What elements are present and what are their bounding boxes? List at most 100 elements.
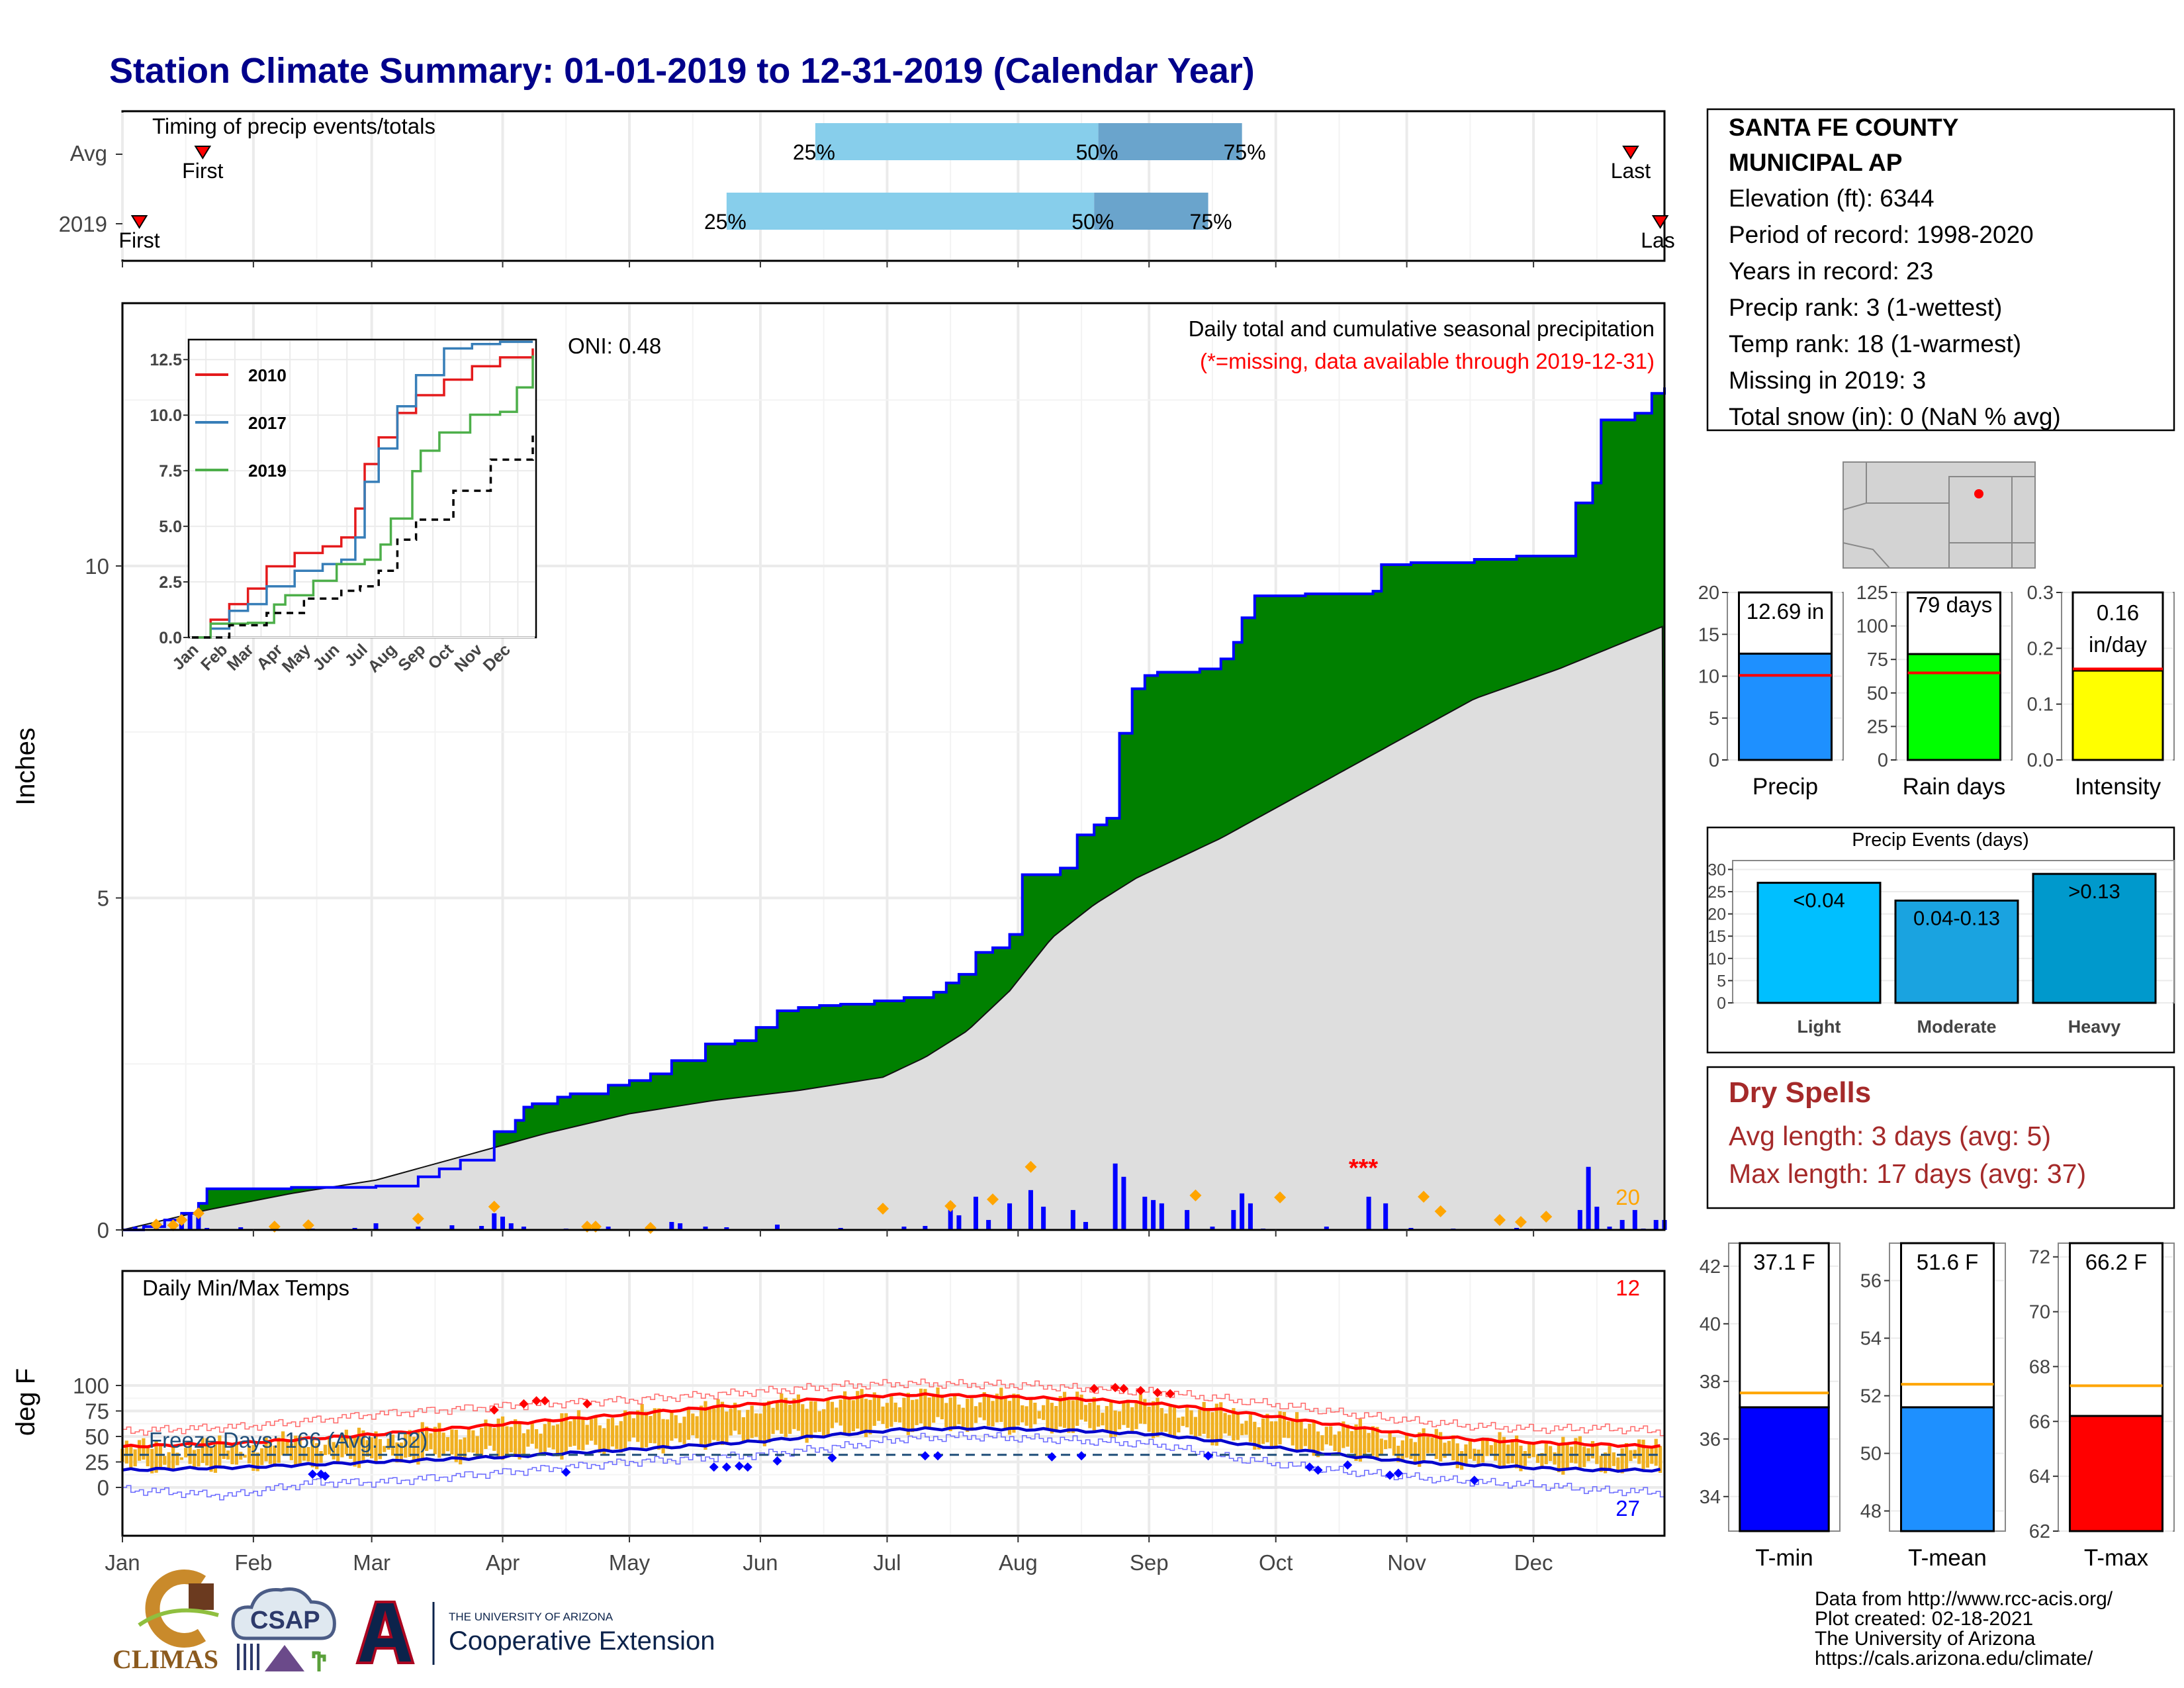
daily-temp-bar xyxy=(1240,1423,1244,1436)
first-event-marker xyxy=(194,146,212,160)
daily-temp-bar xyxy=(915,1399,919,1425)
climas-swoosh xyxy=(138,1608,219,1627)
daily-temp-bar xyxy=(1354,1424,1358,1462)
daily-temp-bar xyxy=(864,1399,868,1437)
daily-temp-bar xyxy=(416,1431,420,1465)
daily-temp-bar xyxy=(357,1427,361,1468)
daily-precip-bar xyxy=(901,1226,907,1230)
events-y-tick-label: 0 xyxy=(1717,994,1726,1013)
daily-temp-bar xyxy=(1257,1427,1261,1450)
mini-y-tick-label: 48 xyxy=(1860,1501,1882,1523)
daily-temp-bar xyxy=(1274,1421,1278,1450)
daily-temp-bar xyxy=(404,1431,408,1458)
inset-series-2019 xyxy=(192,355,534,639)
daily-temp-bar xyxy=(560,1413,564,1460)
daily-temp-bar xyxy=(302,1446,306,1461)
precip-chart-subtitle: (*=missing, data available through 2019-… xyxy=(1200,349,1655,373)
record-low-marker xyxy=(920,1451,930,1461)
daily-temp-bar xyxy=(902,1397,906,1430)
footer-university: The University of Arizona xyxy=(1815,1628,2036,1650)
daily-temp-bar xyxy=(1075,1391,1079,1426)
daily-temp-bar xyxy=(1122,1401,1126,1425)
daily-temp-bar xyxy=(1502,1436,1506,1468)
record-low-marker xyxy=(1047,1452,1057,1462)
mini-y-tick-label: 50 xyxy=(1867,683,1888,704)
daily-temp-bar xyxy=(361,1430,365,1462)
daily-temp-bar xyxy=(1612,1452,1615,1466)
daily-precip-bar xyxy=(1619,1219,1625,1230)
extreme-precip-marker xyxy=(167,1219,179,1231)
footer-data-source: Data from http://www.rcc-acis.org/ xyxy=(1815,1588,2113,1610)
daily-temp-bar xyxy=(260,1448,264,1466)
timing-label-25: 25% xyxy=(793,140,835,164)
page-title: Station Climate Summary: 01-01-2019 to 1… xyxy=(109,51,1255,91)
daily-precip-bar xyxy=(521,1226,526,1230)
record-high-marker xyxy=(1152,1387,1162,1397)
daily-temp-bar xyxy=(1608,1446,1612,1469)
daily-temp-bar xyxy=(623,1410,627,1450)
events-category-label: Heavy xyxy=(2068,1017,2121,1037)
daily-temp-bar xyxy=(459,1439,463,1465)
daily-temp-bar xyxy=(780,1393,784,1434)
daily-temp-bar xyxy=(923,1389,927,1427)
daily-temp-bar xyxy=(1050,1403,1054,1434)
daily-temp-bar xyxy=(530,1423,534,1444)
daily-precip-bar xyxy=(678,1223,683,1230)
daily-temp-bar xyxy=(1494,1441,1498,1461)
daily-precip-bar xyxy=(205,1227,210,1230)
daily-temp-bar xyxy=(1367,1432,1371,1453)
daily-precip-bar xyxy=(508,1223,514,1230)
daily-precip-bar xyxy=(923,1225,928,1230)
daily-temp-bar xyxy=(944,1403,948,1427)
timing-panel: 25% 50% 75% First Last 25% 50% 75% First Las Timi… xyxy=(59,110,1675,267)
rain-days-chart: 0 25 50 75 100 125 79 days Rain days xyxy=(1856,583,2013,800)
csap-mountain-icon xyxy=(265,1645,304,1671)
mini-bar-outline xyxy=(1738,591,1833,655)
daily-temp-bar xyxy=(585,1425,589,1445)
daily-temp-bar xyxy=(1113,1410,1117,1437)
mini-y-tick-label: 75 xyxy=(1867,649,1888,671)
dry-spells-avg: Avg length: 3 days (avg: 5) xyxy=(1729,1121,2051,1151)
daily-temp-bar xyxy=(1384,1440,1388,1450)
daily-temp-bar xyxy=(775,1403,780,1430)
daily-temp-bar xyxy=(150,1448,154,1474)
daily-precip-bar xyxy=(1607,1226,1612,1230)
daily-temp-bar xyxy=(725,1411,729,1444)
daily-precip-bar xyxy=(373,1223,379,1230)
record-low-marker xyxy=(1385,1470,1395,1480)
climas-wordmark: CLIMAS xyxy=(113,1644,218,1674)
daily-temp-bar xyxy=(1028,1398,1033,1429)
daily-temp-bar xyxy=(142,1438,146,1460)
daily-temp-bar xyxy=(1024,1406,1028,1426)
extreme-precip-marker xyxy=(412,1212,424,1225)
dry-spells-frame xyxy=(1706,1066,2175,1209)
daily-temp-bar xyxy=(1659,1446,1662,1474)
daily-temp-bar xyxy=(1236,1413,1240,1440)
daily-temp-bar xyxy=(1185,1407,1189,1428)
daily-temp-bar xyxy=(610,1417,615,1447)
extreme-precip-marker xyxy=(175,1213,188,1226)
daily-precip-bar xyxy=(838,1227,843,1230)
daily-temp-bar xyxy=(911,1399,915,1432)
daily-temp-bar xyxy=(1549,1446,1553,1462)
daily-precip-bar xyxy=(1151,1199,1156,1230)
events-y-tick-label: 15 xyxy=(1707,927,1726,946)
station-temp-rank: Temp rank: 18 (1-warmest) xyxy=(1729,330,2021,357)
daily-temp-bar xyxy=(796,1394,800,1431)
daily-temp-bar xyxy=(255,1452,259,1472)
mini-bar-value xyxy=(1739,1406,1830,1532)
daily-temp-bar xyxy=(564,1413,568,1454)
daily-temp-bar xyxy=(1214,1403,1218,1446)
daily-temp-bar xyxy=(1299,1419,1303,1450)
precip-y-label: Inches xyxy=(11,727,40,806)
daily-temp-bar xyxy=(1303,1429,1307,1446)
daily-temp-bar xyxy=(754,1413,758,1437)
daily-temp-bar xyxy=(1629,1450,1633,1462)
mini-x-label: Rain days xyxy=(1903,774,2006,800)
ua-small-text: THE UNIVERSITY OF ARIZONA xyxy=(449,1611,614,1623)
daily-precip-bar xyxy=(1028,1190,1033,1230)
daily-temp-bar xyxy=(897,1407,902,1423)
events-bar-label: >0.13 xyxy=(2068,880,2120,903)
daily-temp-bar xyxy=(1083,1405,1088,1422)
climas-block xyxy=(189,1583,214,1610)
